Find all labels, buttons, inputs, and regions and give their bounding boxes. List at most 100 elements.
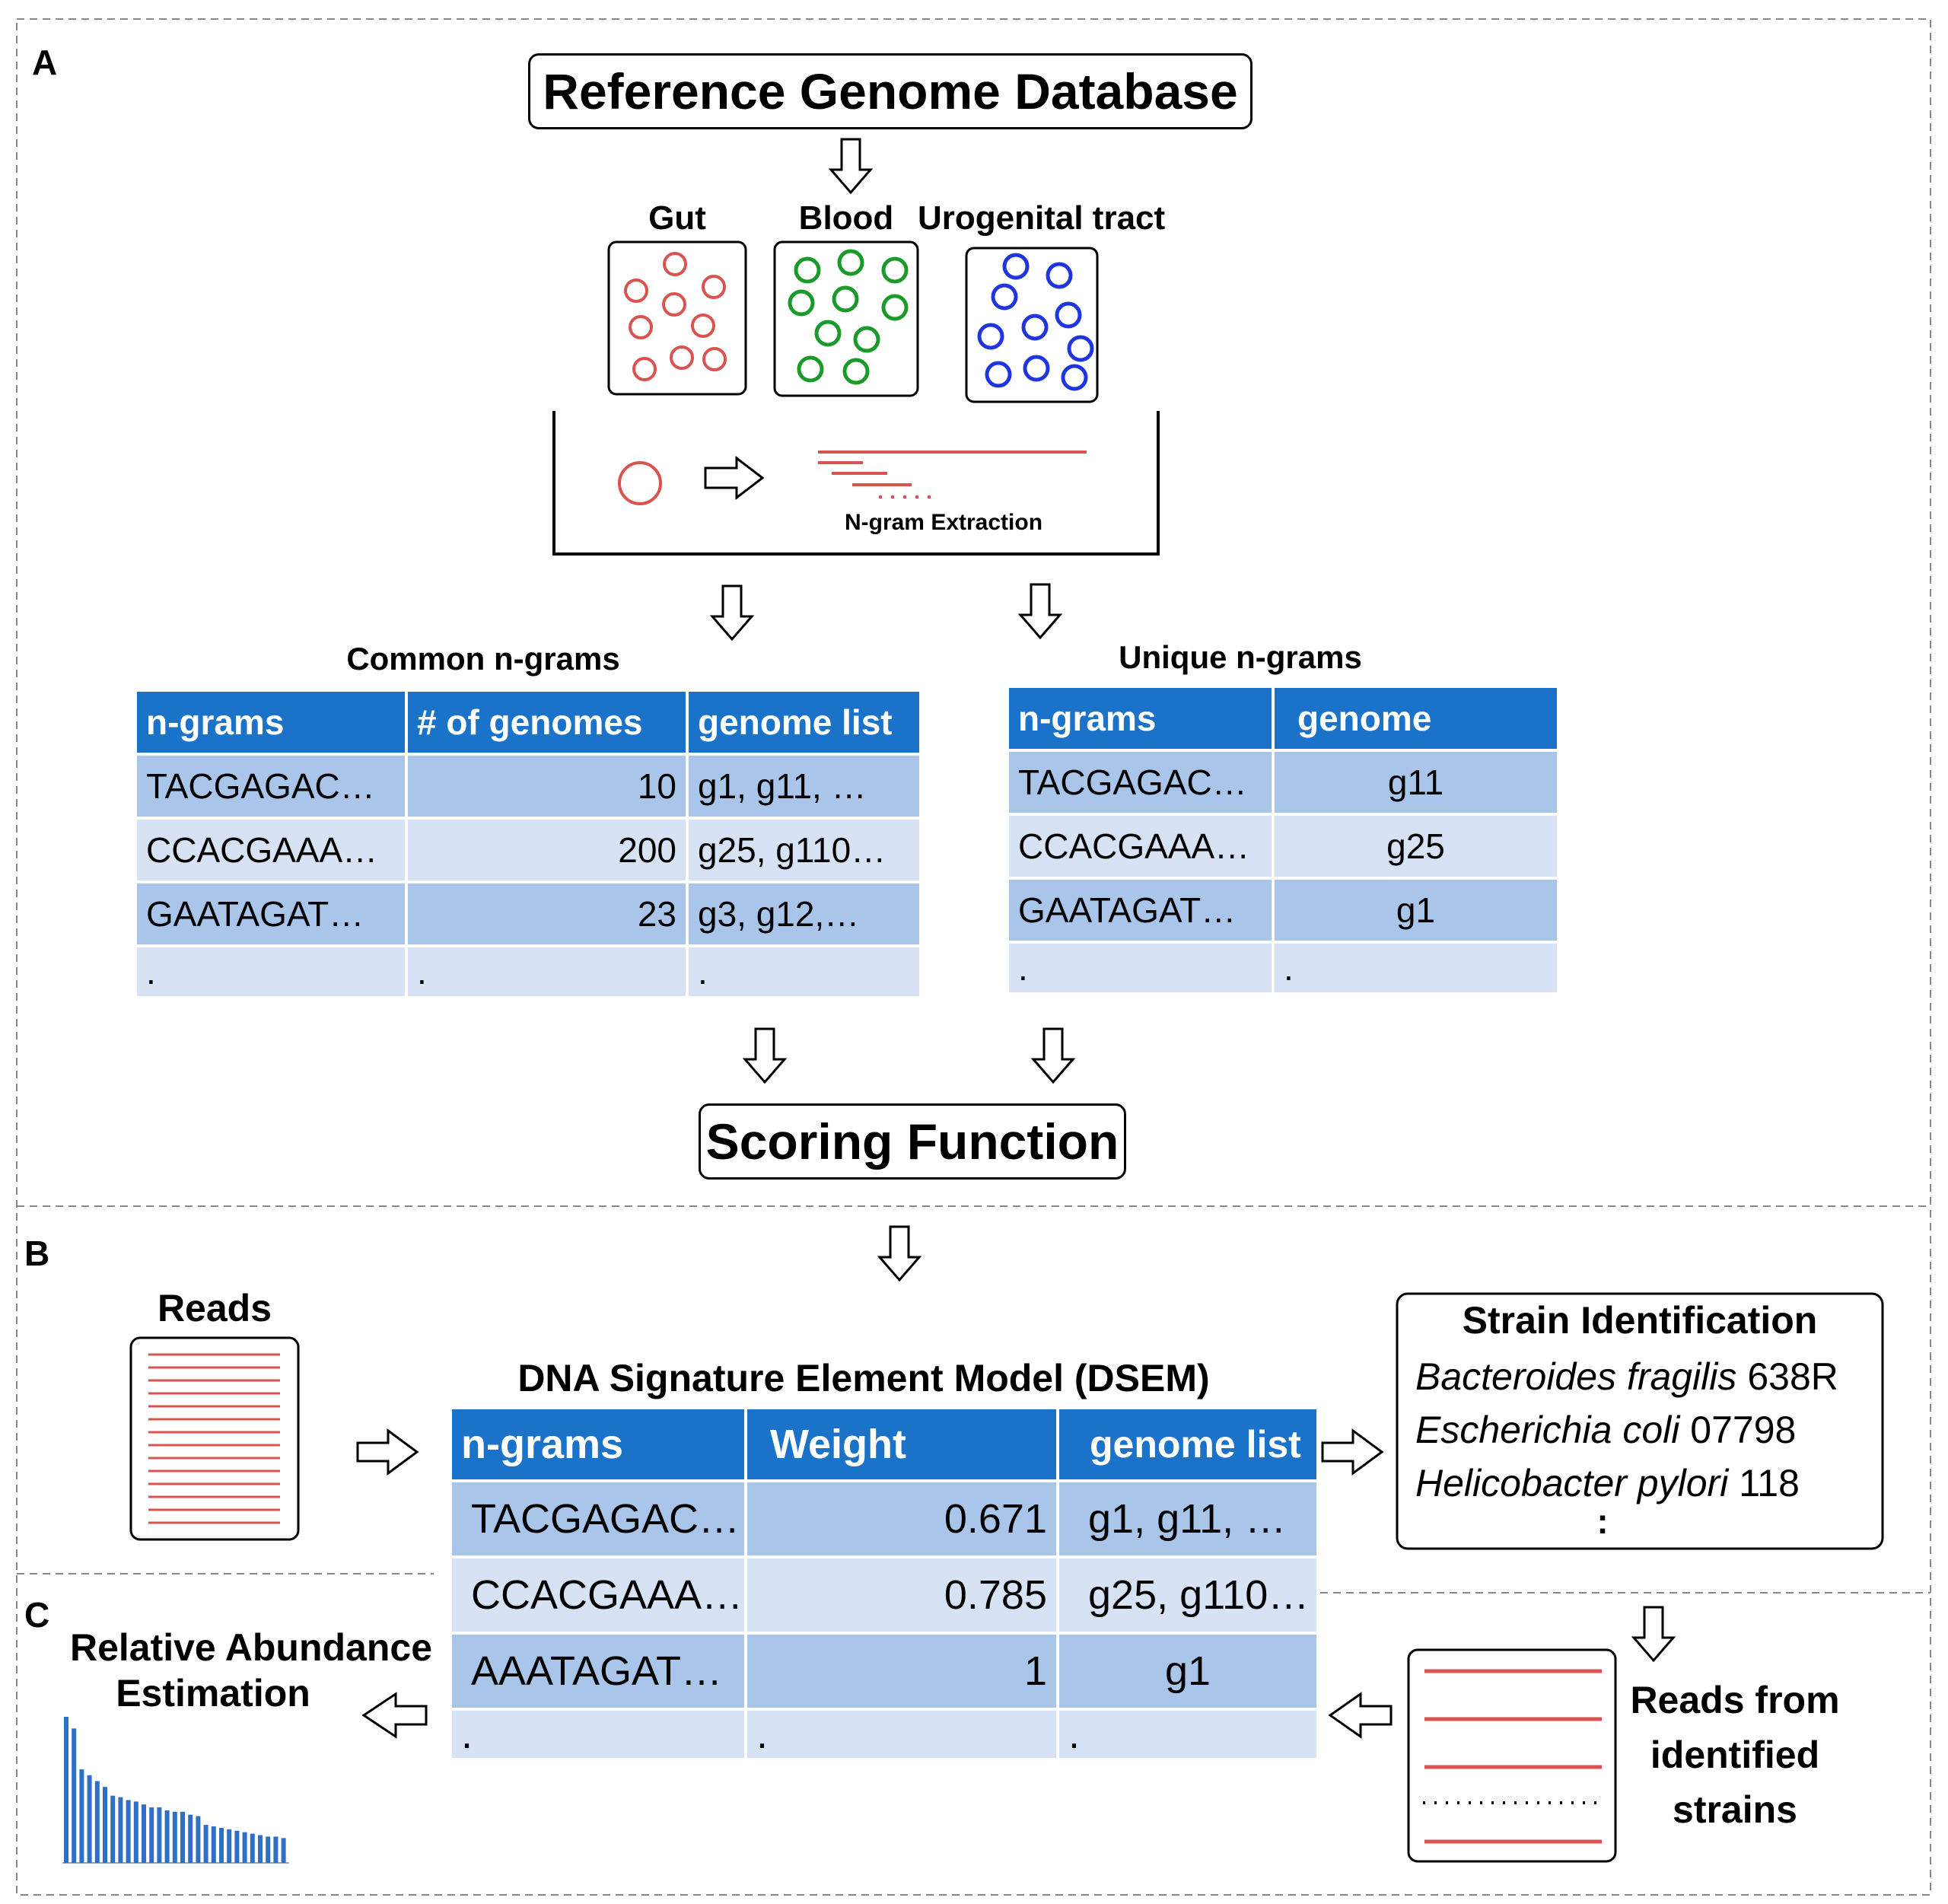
table-cell: g25 — [1275, 816, 1557, 877]
arrow-unique-to-scoring — [1032, 1027, 1074, 1084]
bar-22 — [227, 1829, 232, 1863]
section-label-b: B — [24, 1234, 50, 1273]
bar-9 — [126, 1800, 131, 1863]
section-label-c: C — [24, 1595, 50, 1635]
table-cell: TACGAGAC… — [1009, 752, 1272, 813]
table-cell: . — [1059, 1711, 1316, 1758]
arrow-dsem-to-strain — [1321, 1428, 1384, 1476]
site-label-urogenital: Urogenital tract — [918, 199, 1166, 237]
relative-abundance-label: Relative Abundance Estimation — [61, 1625, 441, 1716]
relative-abundance-line: Estimation — [116, 1672, 310, 1715]
strain-species: Bacteroides fragilis — [1415, 1355, 1737, 1398]
common-ngrams-table: n-grams # of genomes genome list TACGAGA… — [134, 689, 922, 999]
table-cell: TACGAGAC… — [452, 1482, 744, 1555]
bar-4 — [87, 1775, 92, 1863]
table-cell: CCACGAAA… — [1009, 816, 1272, 877]
arrow-scoring-to-dsem — [878, 1225, 921, 1282]
table-cell: 23 — [408, 884, 686, 944]
table-cell: . — [452, 1711, 744, 1758]
table-cell: 0.785 — [747, 1559, 1056, 1632]
table-cell: g3, g12,… — [689, 884, 919, 944]
bar-26 — [258, 1835, 263, 1863]
reads-from-line: strains — [1673, 1788, 1797, 1831]
table-cell: 0.671 — [747, 1482, 1056, 1555]
bar-12 — [149, 1807, 154, 1863]
dsem-title: DNA Signature Element Model (DSEM) — [517, 1357, 1210, 1399]
column-header: genome list — [1059, 1409, 1316, 1479]
arrow-reads-to-dsem-left — [1328, 1692, 1393, 1739]
bar-2 — [72, 1728, 77, 1863]
reads-from-line: identified — [1650, 1734, 1820, 1776]
table-cell: g1, g11, … — [1059, 1482, 1316, 1555]
bar-11 — [142, 1804, 146, 1863]
reads-lines — [148, 1353, 280, 1524]
strain-list-more: : — [1596, 1501, 1609, 1541]
table-cell: GAATAGAT… — [1009, 880, 1272, 941]
strain-species: Helicobacter pylori — [1415, 1462, 1729, 1504]
bar-18 — [196, 1816, 201, 1863]
urogenital-organisms — [977, 253, 1094, 391]
table-cell: CCACGAAA… — [452, 1559, 744, 1632]
common-ngrams-title: Common n-grams — [346, 641, 620, 677]
arrow-reads-to-dsem — [356, 1428, 419, 1476]
table-cell: . — [1009, 944, 1272, 992]
genome-circle — [618, 461, 662, 505]
bar-1 — [64, 1717, 68, 1863]
bar-7 — [110, 1795, 116, 1863]
identified-reads-document — [1407, 1648, 1617, 1863]
ngram-lines — [818, 451, 1087, 498]
table-cell: . — [137, 947, 405, 996]
strain-item: Bacteroides fragilis 638R — [1415, 1350, 1880, 1403]
table-cell: 10 — [408, 756, 686, 817]
strain-number: 07798 — [1690, 1409, 1797, 1451]
strain-item: Helicobacter pylori 118 — [1415, 1457, 1880, 1510]
bar-28 — [273, 1836, 279, 1863]
table-cell: g25, g110… — [1059, 1559, 1316, 1632]
bar-8 — [118, 1797, 123, 1863]
gut-box — [607, 240, 747, 396]
reference-db-box: Reference Genome Database — [528, 53, 1253, 129]
arrow-dsem-to-abundance — [361, 1692, 428, 1739]
reference-db-label: Reference Genome Database — [543, 63, 1238, 119]
scoring-function-label: Scoring Function — [705, 1113, 1119, 1170]
section-frames — [16, 18, 1931, 1896]
arrow-to-common — [711, 584, 753, 641]
unique-ngrams-table: n-grams genome TACGAGAC… g11 CCACGAAA… g… — [1006, 685, 1560, 995]
extraction-arrow — [704, 455, 765, 501]
table-cell: 200 — [408, 820, 686, 880]
table-cell: . — [689, 947, 919, 996]
bar-5 — [94, 1781, 100, 1863]
bar-25 — [250, 1833, 255, 1863]
table-cell: CCACGAAA… — [137, 820, 405, 880]
strain-number: 638R — [1747, 1355, 1838, 1398]
bar-13 — [157, 1807, 162, 1863]
scoring-function-box: Scoring Function — [699, 1103, 1126, 1180]
bar-20 — [211, 1826, 216, 1863]
table-cell: g11 — [1275, 752, 1557, 813]
abundance-chart — [62, 1717, 289, 1864]
identified-reads-lines — [1424, 1669, 1602, 1844]
bar-24 — [242, 1832, 247, 1863]
strain-item: Escherichia coli 07798 — [1415, 1403, 1880, 1457]
table-cell: GAATAGAT… — [137, 884, 405, 944]
reads-from-identified-label: Reads from identified strains — [1621, 1673, 1849, 1837]
table-cell: 1 — [747, 1635, 1056, 1708]
table-cell: AAATAGAT… — [452, 1635, 744, 1708]
site-label-blood: Blood — [798, 199, 894, 237]
arrow-common-to-scoring — [743, 1027, 786, 1084]
strain-species: Escherichia coli — [1415, 1409, 1680, 1451]
bar-19 — [203, 1825, 208, 1863]
bar-16 — [180, 1811, 185, 1863]
blood-organisms — [788, 249, 909, 385]
table-cell: g1, g11, … — [689, 756, 919, 817]
table-cell: g25, g110… — [689, 820, 919, 880]
bar-14 — [164, 1810, 170, 1863]
strain-id-title: Strain Identification — [1462, 1299, 1818, 1342]
section-label-a: A — [32, 43, 58, 82]
reads-from-line: Reads from — [1630, 1679, 1840, 1721]
table-cell: . — [1275, 944, 1557, 992]
arrow-strain-to-reads — [1632, 1606, 1675, 1662]
bar-10 — [133, 1801, 138, 1863]
column-header: genome list — [689, 692, 919, 753]
